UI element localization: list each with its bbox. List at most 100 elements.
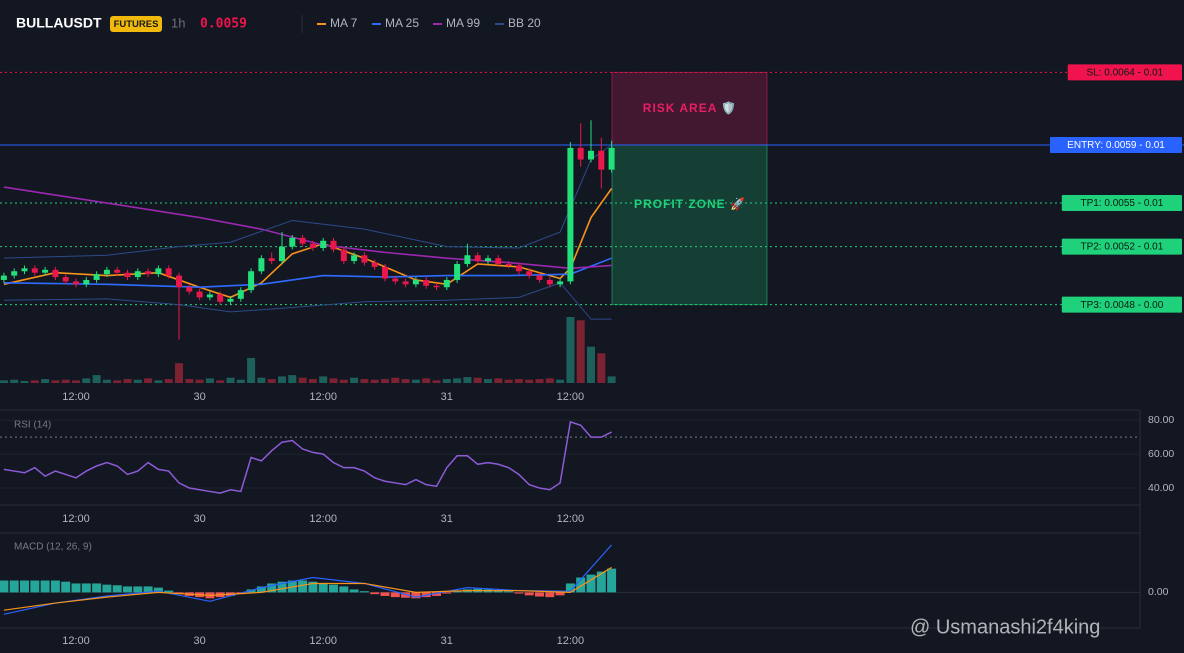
volume-bar xyxy=(175,363,183,383)
volume-bar xyxy=(576,320,585,383)
candle-body xyxy=(11,271,18,276)
macd-histogram xyxy=(20,580,29,593)
volume-bar xyxy=(350,377,359,383)
candle-body xyxy=(464,255,471,264)
candle-body xyxy=(62,277,69,282)
volume-bar xyxy=(144,378,153,383)
volume-bar xyxy=(556,379,565,383)
candle-body xyxy=(165,268,172,276)
volume-bar xyxy=(607,376,616,383)
x-tick-label: 12:00 xyxy=(62,635,90,647)
candle-body xyxy=(206,294,213,298)
volume-bar xyxy=(164,379,173,383)
badge-bg xyxy=(110,16,162,32)
x-tick-label: 31 xyxy=(441,391,453,403)
macd-histogram xyxy=(40,580,50,593)
candle-body xyxy=(227,298,234,302)
candle-body xyxy=(93,274,100,280)
macd-histogram xyxy=(607,568,617,593)
candle-body xyxy=(423,279,430,286)
level-label: TP2: 0.0052 - 0.01 xyxy=(1080,242,1163,253)
volume-bar xyxy=(61,379,70,383)
signal-line xyxy=(3,566,612,611)
macd-histogram xyxy=(565,583,575,593)
candle-body xyxy=(402,281,409,285)
candle-body xyxy=(485,258,491,262)
level-tag xyxy=(1061,195,1182,212)
macd-histogram xyxy=(401,592,411,598)
candle-body xyxy=(83,279,90,285)
macd-histogram xyxy=(442,592,452,594)
volume-bar xyxy=(113,380,122,383)
zone xyxy=(611,71,768,146)
x-tick-label: 12:00 xyxy=(557,513,585,525)
watermark: @ Usmanashi2f4king xyxy=(910,616,1100,638)
candle-body xyxy=(124,272,131,278)
level-tag xyxy=(1061,238,1182,255)
macd-histogram xyxy=(30,580,40,593)
candle-body xyxy=(196,291,203,298)
volume-bar xyxy=(401,379,410,383)
rsi-line xyxy=(3,420,612,494)
macd-histogram xyxy=(504,591,514,593)
candle-body xyxy=(134,271,141,278)
macd-histogram xyxy=(586,574,596,593)
candle-body xyxy=(536,275,543,280)
macd-histogram xyxy=(298,580,308,593)
x-tick-label: 12:00 xyxy=(557,391,585,403)
volume-bar xyxy=(494,378,503,383)
level-tag xyxy=(1061,296,1182,313)
candle-body xyxy=(526,271,533,276)
macd-histogram xyxy=(133,586,143,593)
macd-histogram xyxy=(370,592,380,595)
candle-body xyxy=(546,279,553,285)
candle-body xyxy=(145,271,152,275)
volume-bar xyxy=(545,378,554,383)
volume-bar xyxy=(247,357,256,383)
volume-bar xyxy=(329,378,338,383)
candle-body xyxy=(248,271,255,291)
candle-body xyxy=(42,269,49,273)
macd-histogram xyxy=(71,583,81,593)
candle-body xyxy=(31,268,38,273)
candle-body xyxy=(454,263,461,280)
candle-body xyxy=(320,240,327,249)
macd-histogram xyxy=(102,584,112,593)
x-tick-label: 30 xyxy=(193,513,205,525)
volume-bar xyxy=(381,379,389,383)
macd-histogram xyxy=(112,585,122,593)
volume-bar xyxy=(370,379,379,383)
x-tick-label: 12:00 xyxy=(62,513,90,525)
symbol: BULLAUSDT xyxy=(16,15,102,31)
macd-histogram xyxy=(277,581,287,593)
candle-body xyxy=(0,275,7,280)
level-tag xyxy=(1067,64,1182,81)
volume-bar xyxy=(257,377,266,383)
last-price: 0.0059 xyxy=(200,17,247,32)
macd-histogram xyxy=(0,580,9,593)
candle-body xyxy=(567,147,574,282)
macd-histogram xyxy=(380,592,390,596)
volume-bar xyxy=(391,377,400,383)
macd-histogram xyxy=(329,584,338,593)
volume-bar xyxy=(216,380,225,383)
candle-body xyxy=(608,147,615,170)
x-tick-label: 30 xyxy=(193,635,205,647)
macd-histogram xyxy=(81,583,91,593)
volume-bar xyxy=(20,381,29,383)
macd-histogram xyxy=(432,592,441,596)
macd-histogram xyxy=(153,587,163,593)
candle-body xyxy=(237,290,244,299)
volume-bar xyxy=(525,379,534,383)
macd-histogram xyxy=(123,586,132,593)
x-tick-label: 12:00 xyxy=(309,391,337,403)
volume-bar xyxy=(298,377,307,383)
candle-body xyxy=(598,150,605,170)
volume-bar xyxy=(102,379,111,383)
volume-bar xyxy=(51,380,60,383)
candle-body xyxy=(217,294,224,302)
volume-bar xyxy=(195,379,204,383)
x-tick-label: 30 xyxy=(193,391,205,403)
candle-body xyxy=(382,266,388,279)
